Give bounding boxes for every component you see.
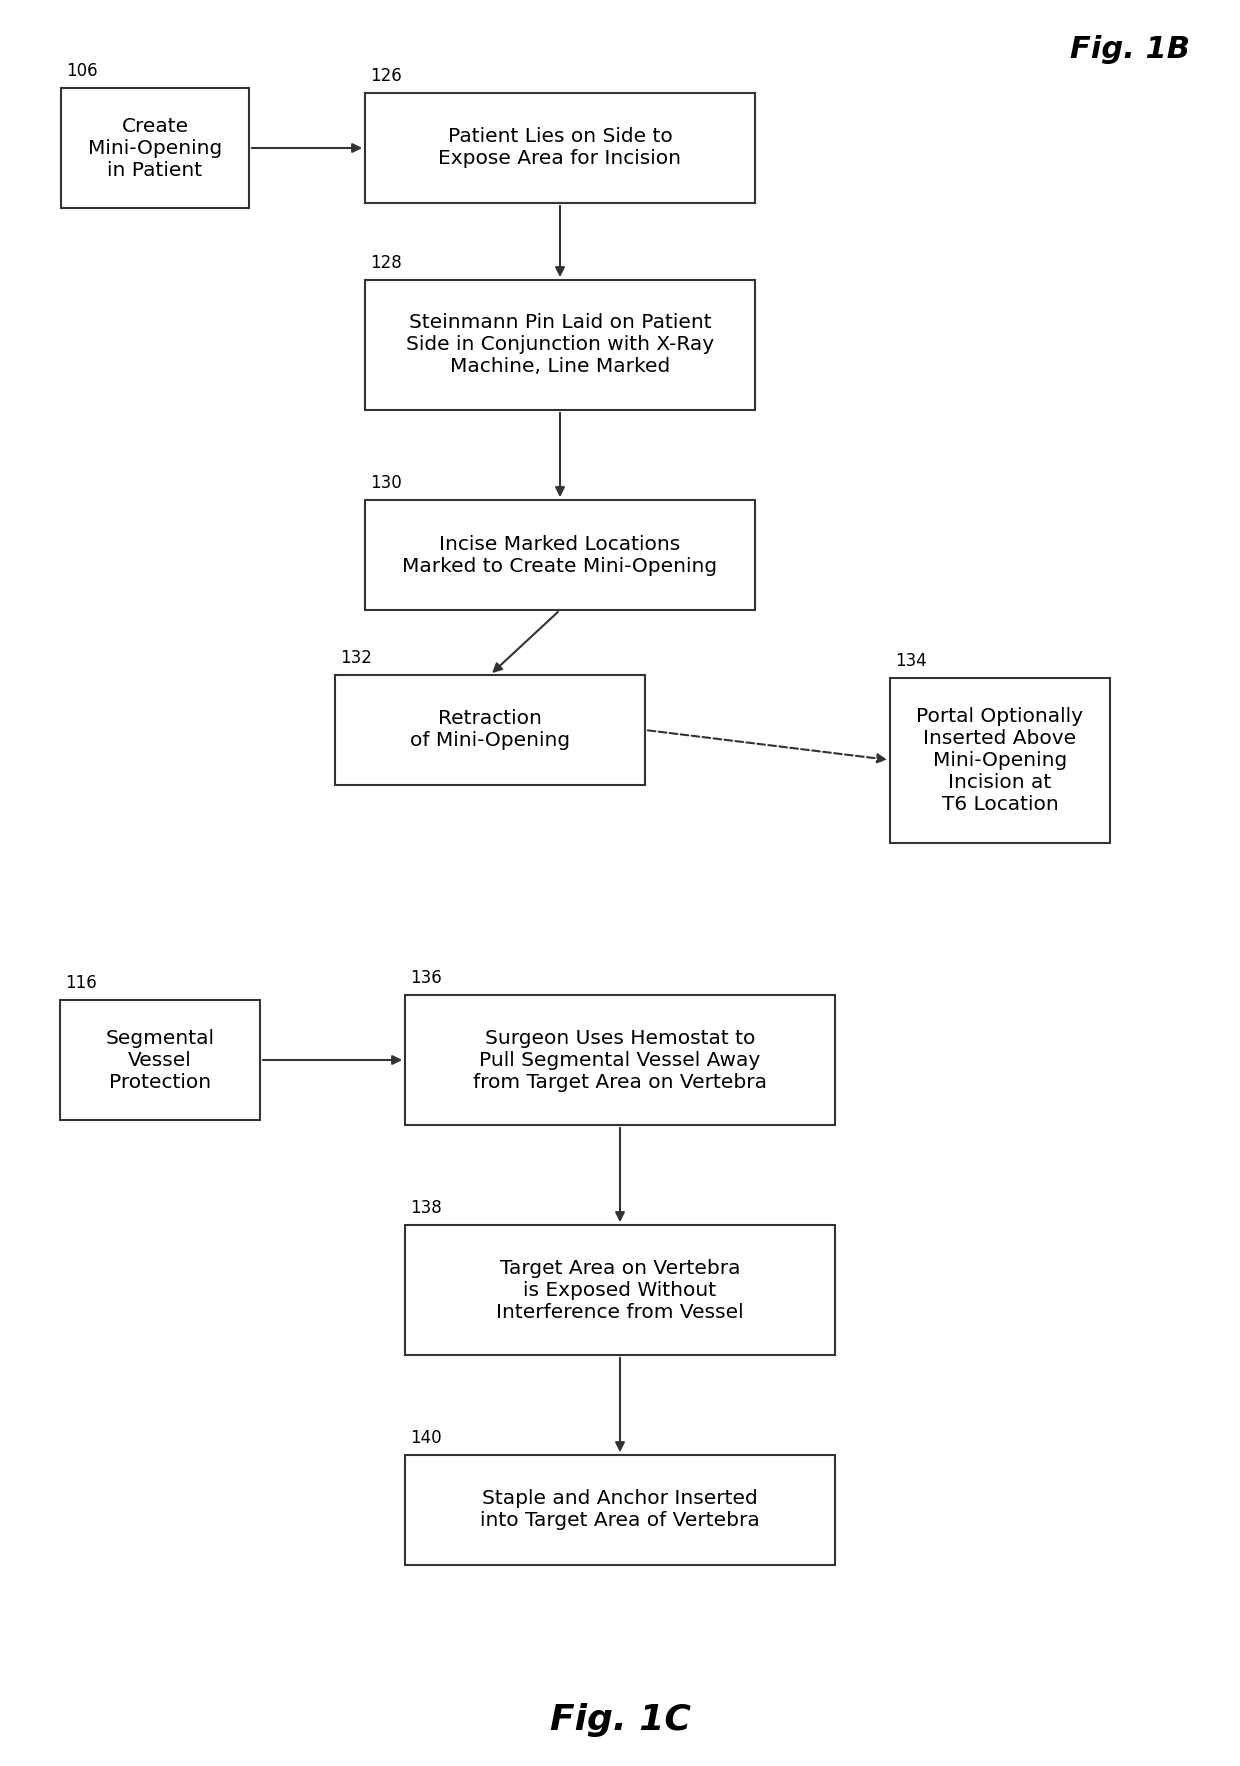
Text: 126: 126 <box>370 67 402 85</box>
Text: Incise Marked Locations
Marked to Create Mini-Opening: Incise Marked Locations Marked to Create… <box>403 535 718 576</box>
Text: Portal Optionally
Inserted Above
Mini-Opening
Incision at
T6 Location: Portal Optionally Inserted Above Mini-Op… <box>916 706 1084 814</box>
Text: Create
Mini-Opening
in Patient: Create Mini-Opening in Patient <box>88 117 222 180</box>
Text: 130: 130 <box>370 473 402 493</box>
Text: Staple and Anchor Inserted
into Target Area of Vertebra: Staple and Anchor Inserted into Target A… <box>480 1489 760 1531</box>
Text: Steinmann Pin Laid on Patient
Side in Conjunction with X-Ray
Machine, Line Marke: Steinmann Pin Laid on Patient Side in Co… <box>405 314 714 376</box>
FancyBboxPatch shape <box>365 500 755 609</box>
Text: Target Area on Vertebra
is Exposed Without
Interference from Vessel: Target Area on Vertebra is Exposed Witho… <box>496 1259 744 1321</box>
FancyBboxPatch shape <box>405 1226 835 1355</box>
FancyBboxPatch shape <box>61 88 249 208</box>
FancyBboxPatch shape <box>405 1455 835 1565</box>
Text: 140: 140 <box>410 1429 441 1446</box>
Text: Surgeon Uses Hemostat to
Pull Segmental Vessel Away
from Target Area on Vertebra: Surgeon Uses Hemostat to Pull Segmental … <box>472 1028 768 1091</box>
FancyBboxPatch shape <box>365 281 755 410</box>
FancyBboxPatch shape <box>60 1000 260 1120</box>
Text: 128: 128 <box>370 254 402 272</box>
Text: Segmental
Vessel
Protection: Segmental Vessel Protection <box>105 1028 215 1091</box>
Text: 138: 138 <box>410 1199 441 1217</box>
Text: 136: 136 <box>410 970 441 987</box>
Text: 116: 116 <box>64 975 97 992</box>
FancyBboxPatch shape <box>405 994 835 1125</box>
FancyBboxPatch shape <box>890 678 1110 842</box>
Text: 134: 134 <box>895 652 926 669</box>
Text: 106: 106 <box>66 62 98 79</box>
Text: Fig. 1B: Fig. 1B <box>1070 35 1190 64</box>
Text: Fig. 1C: Fig. 1C <box>549 1702 691 1738</box>
Text: Retraction
of Mini-Opening: Retraction of Mini-Opening <box>410 710 570 751</box>
Text: Patient Lies on Side to
Expose Area for Incision: Patient Lies on Side to Expose Area for … <box>439 127 682 168</box>
Text: 132: 132 <box>340 648 372 668</box>
FancyBboxPatch shape <box>335 675 645 786</box>
FancyBboxPatch shape <box>365 94 755 203</box>
